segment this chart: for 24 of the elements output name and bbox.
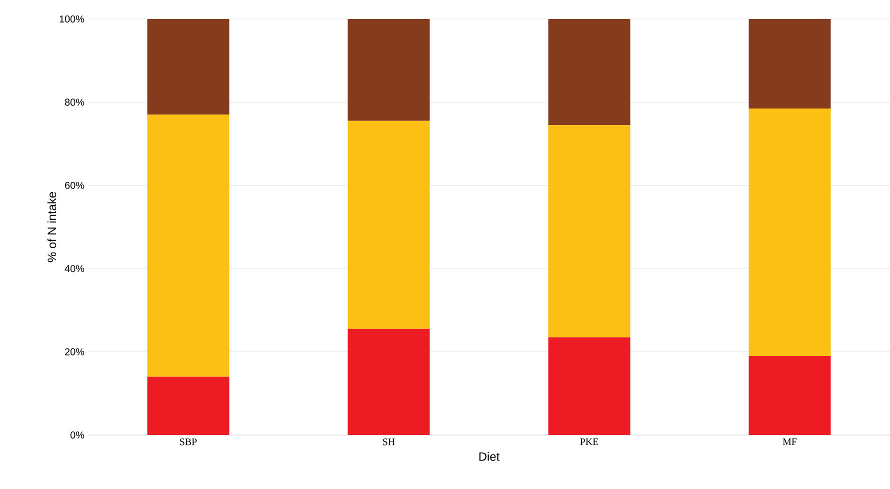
bar [548,125,630,338]
bar [748,108,831,356]
y-tick-label: 80% [64,98,84,106]
bar [348,328,430,435]
x-tick-label: SBP [180,438,197,446]
bar [548,18,630,126]
x-tick-label: MF [782,438,797,446]
x-axis-title: Diet [479,452,500,461]
bar [748,356,831,435]
y-tick-label: 100% [60,15,84,23]
bar [147,376,230,435]
y-tick-label: 20% [65,348,84,356]
y-tick-label: 0% [70,431,84,439]
bar [748,18,831,108]
x-tick-label: SH [383,438,395,446]
y-tick-label: 40% [64,265,84,272]
y-tick-label: 60% [65,182,84,189]
bar [348,120,430,329]
bar [348,18,430,121]
bar [147,18,230,115]
bar [548,337,630,435]
x-tick-label: PKE [580,438,598,446]
y-axis-title: % of N intake [47,192,56,262]
bar [147,114,230,377]
